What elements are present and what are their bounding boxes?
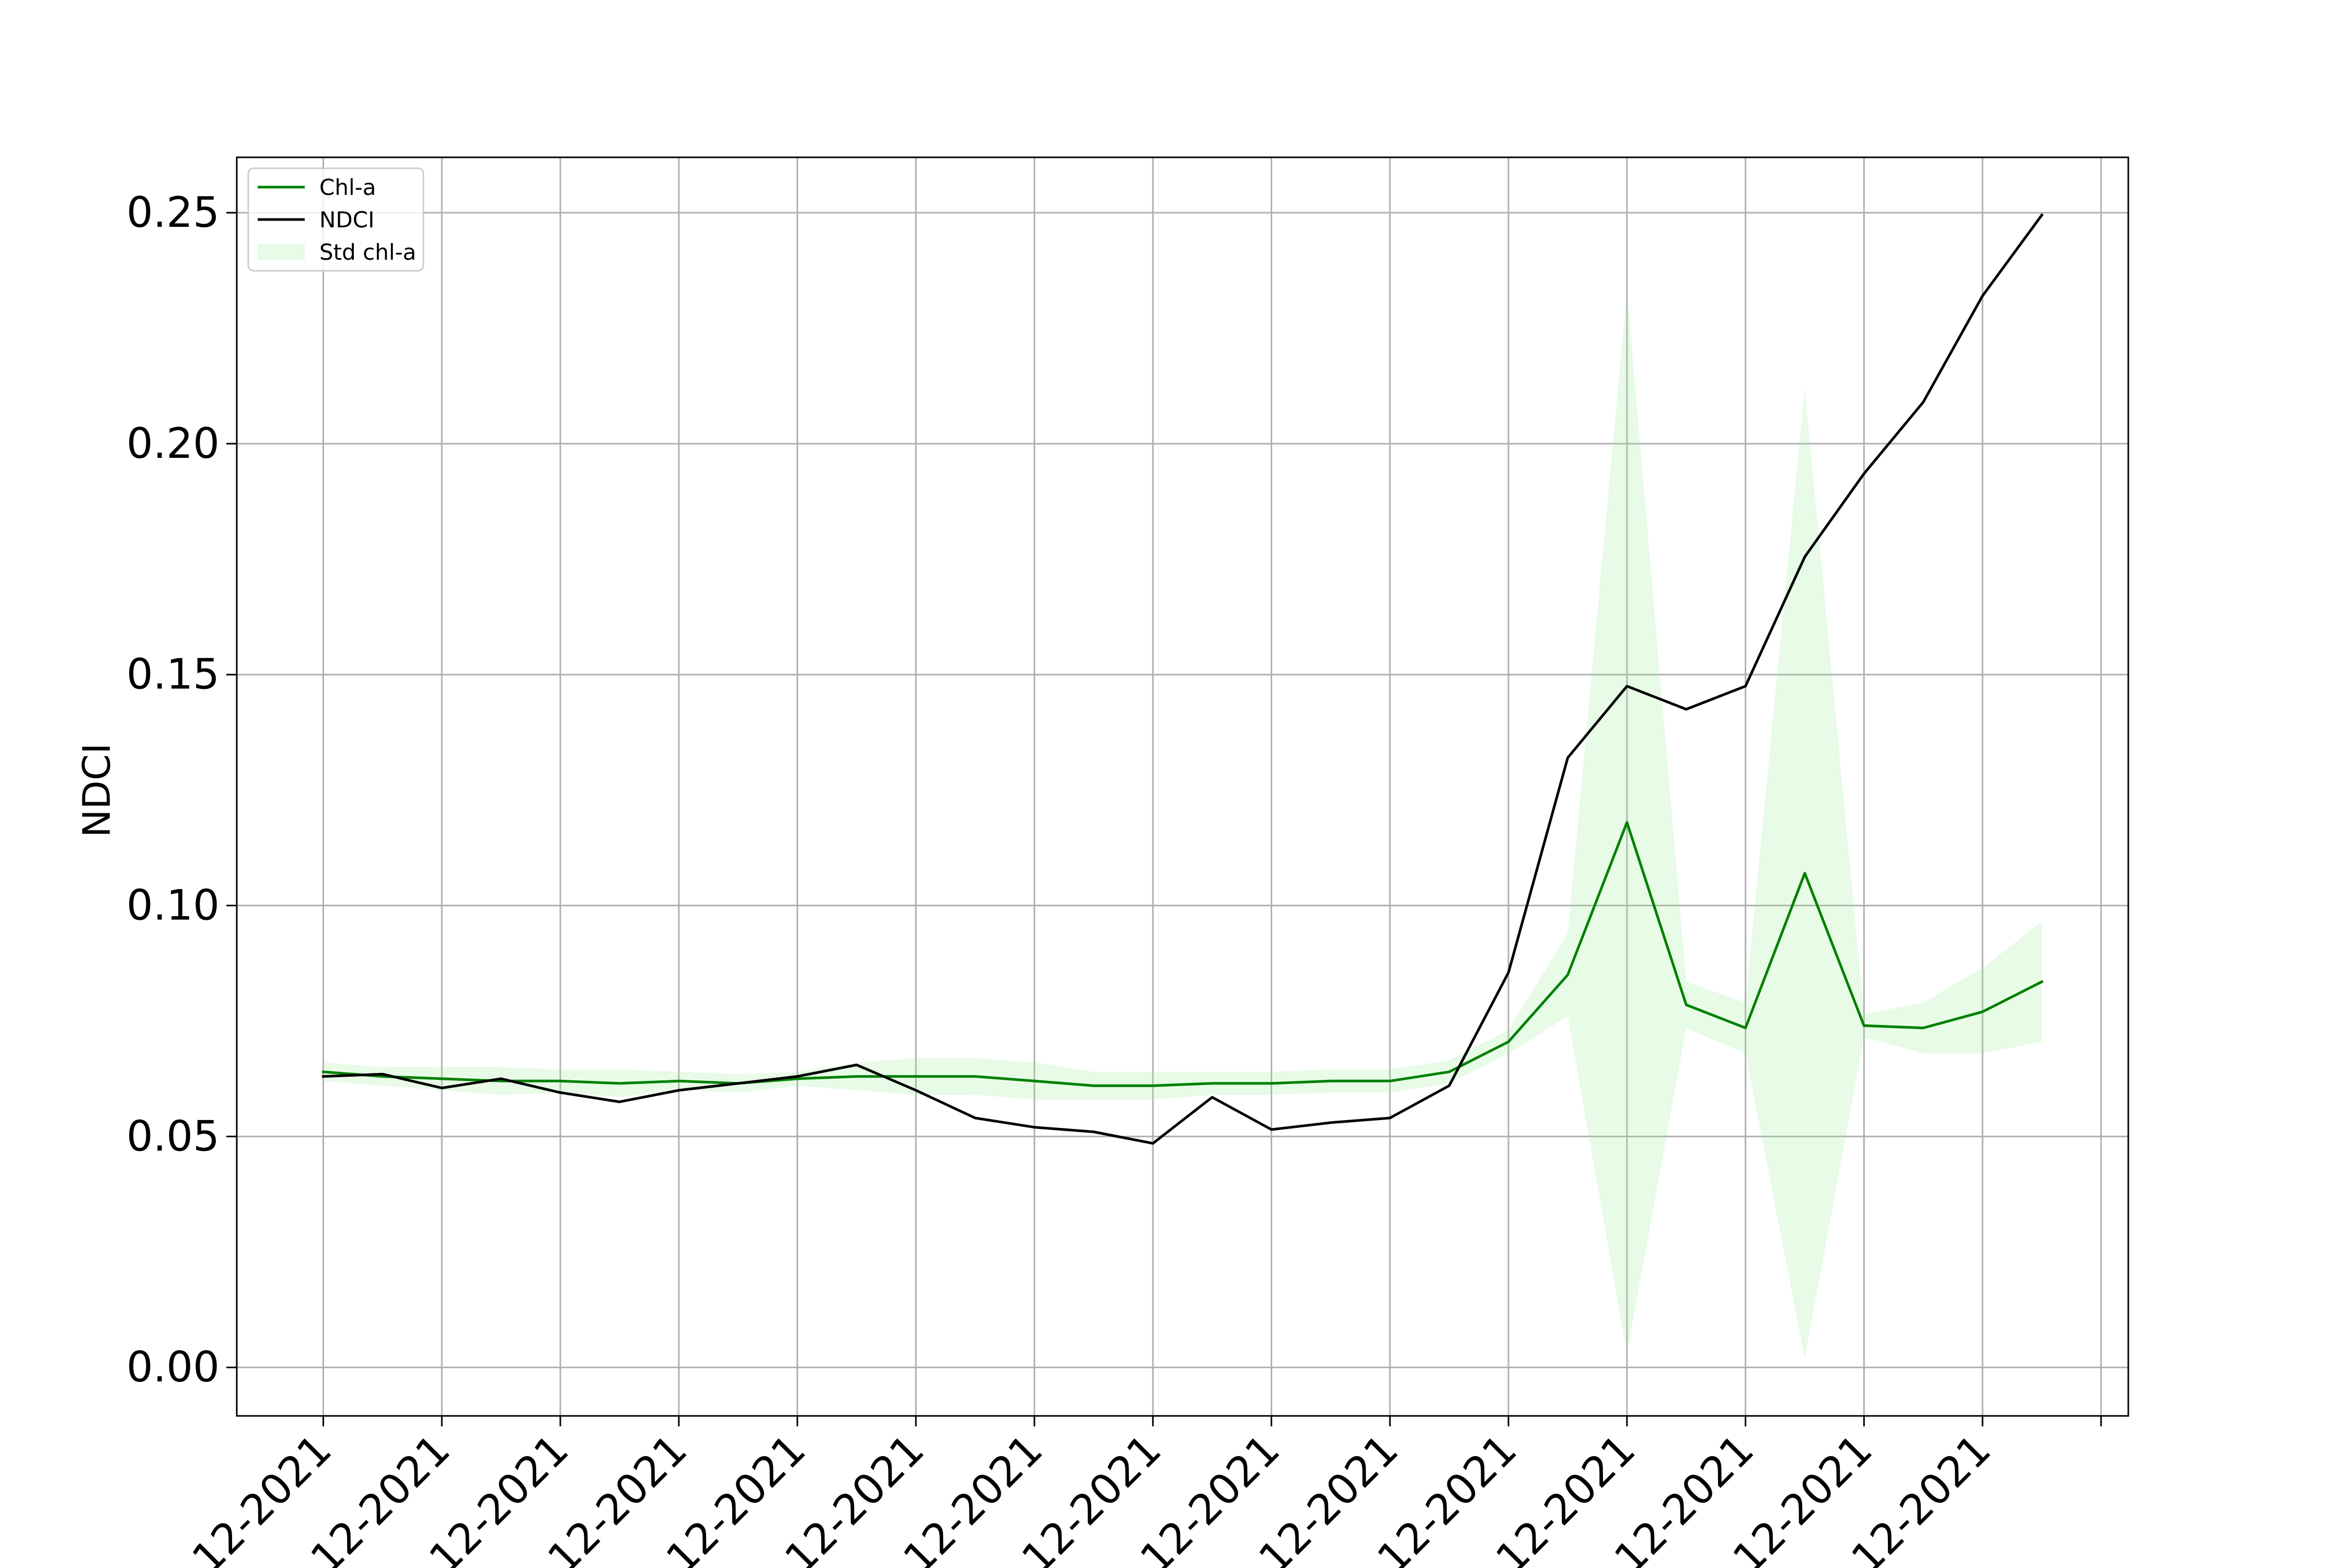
legend-label-ndci: NDCI bbox=[319, 207, 374, 233]
std-band-layer bbox=[323, 291, 2042, 1358]
chl-a-line bbox=[321, 821, 2044, 1087]
legend-box bbox=[247, 167, 424, 272]
ndci-line bbox=[321, 213, 2044, 1145]
axes-layer bbox=[236, 156, 2129, 1417]
legend-label-chl-a: Chl-a bbox=[319, 175, 376, 200]
legend-swatch-std-chl-a bbox=[258, 244, 305, 260]
y-tick-label: 0.00 bbox=[126, 1343, 220, 1391]
legend: Chl-a NDCI Std chl-a bbox=[247, 167, 424, 272]
y-tick-label: 0.15 bbox=[126, 650, 220, 699]
y-tick-label: 0.10 bbox=[126, 881, 220, 930]
y-tick-label: 0.20 bbox=[126, 419, 220, 468]
y-tick-label: 0.25 bbox=[126, 188, 220, 237]
std-chl-a-band bbox=[323, 291, 2042, 1358]
grid-layer bbox=[237, 157, 2128, 1416]
plot-frame bbox=[236, 156, 2129, 1417]
y-tick-layer: 0.00 0.05 0.10 0.15 0.20 0.25 bbox=[126, 188, 237, 1391]
legend-label-std-chl-a: Std chl-a bbox=[319, 239, 416, 265]
y-axis-label: NDCI bbox=[75, 743, 119, 838]
series-layer bbox=[321, 213, 2044, 1145]
y-tick-label: 0.05 bbox=[126, 1112, 220, 1160]
